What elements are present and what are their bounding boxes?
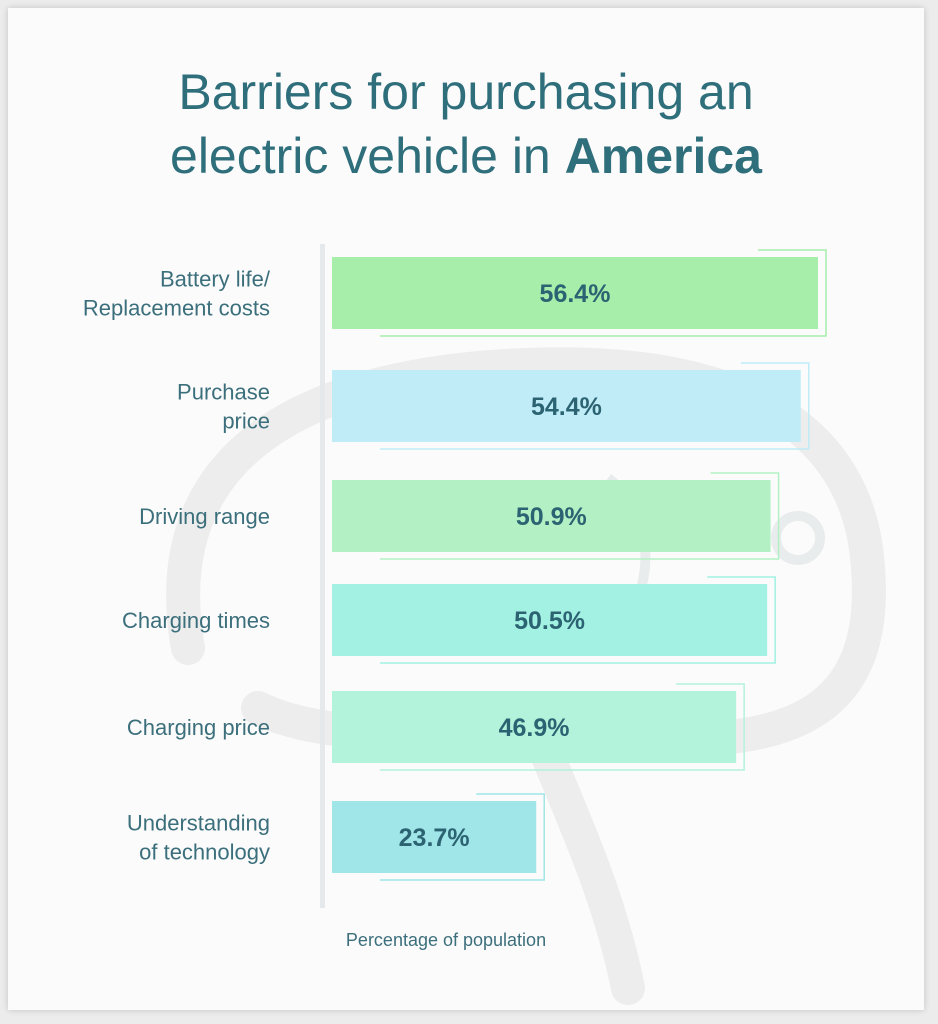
chart-title: Barriers for purchasing an electric vehi… (8, 60, 924, 188)
category-label: Charging price (127, 715, 270, 740)
title-line-1: Barriers for purchasing an (178, 64, 754, 120)
category-label: price (222, 409, 270, 434)
bar-accent-frame (380, 793, 545, 881)
bar-accent-frame (380, 362, 810, 450)
chart-card: Barriers for purchasing an electric vehi… (8, 8, 924, 1010)
bar-value-label: 54.4% (531, 393, 602, 421)
bar-value-label: 50.9% (516, 503, 587, 531)
category-label: Charging times (122, 608, 270, 633)
bar-accent-frame (380, 576, 776, 664)
bar (332, 584, 768, 656)
bar-value-label: 56.4% (540, 280, 611, 308)
y-axis-line (320, 244, 325, 908)
bar (332, 370, 801, 442)
bar (332, 257, 818, 329)
bar-accent-frame (380, 472, 780, 560)
bar-accent-frame (380, 683, 745, 771)
bar-value-label: 46.9% (499, 714, 570, 742)
category-label: Purchase (177, 380, 270, 405)
bar-accent-frame (380, 249, 827, 337)
bar-chart: 56.4% Battery life/Replacement costs 54.4%… (83, 249, 827, 881)
bar (332, 801, 537, 873)
bar-value-label: 50.5% (514, 607, 585, 635)
category-label: Replacement costs (83, 296, 270, 321)
bar-value-label: 23.7% (399, 824, 470, 852)
category-label: of technology (139, 840, 270, 865)
title-line-2-emphasis: America (564, 128, 762, 184)
category-label: Battery life/ (160, 267, 271, 292)
x-axis-label: Percentage of population (345, 930, 547, 950)
category-label: Understanding (127, 811, 270, 836)
bar (332, 480, 771, 552)
category-label: Driving range (139, 504, 270, 529)
bar (332, 691, 737, 763)
title-line-2-prefix: electric vehicle in (170, 128, 565, 184)
